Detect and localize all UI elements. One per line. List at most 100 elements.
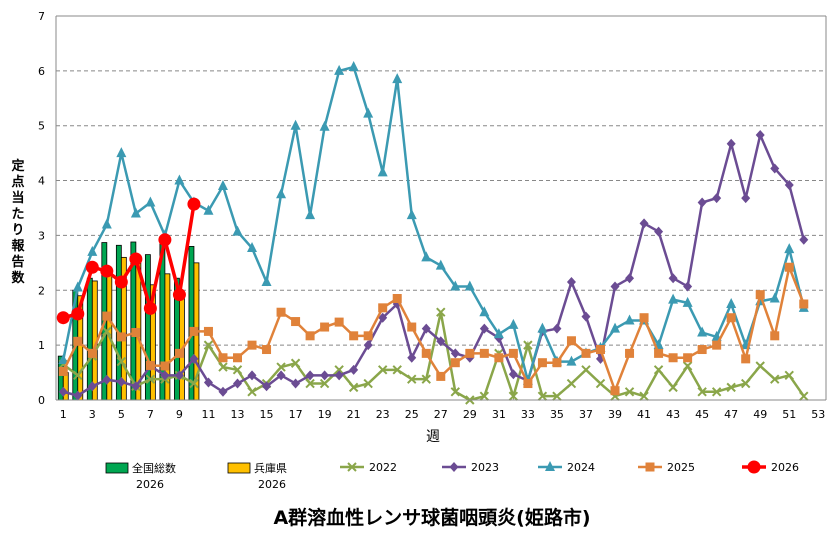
- series-2025: [58, 262, 809, 396]
- point-2022: [102, 326, 112, 337]
- series-2026: [56, 197, 201, 325]
- point-2025: [479, 348, 489, 358]
- point-2024: [537, 322, 548, 333]
- point-2022: [799, 391, 809, 401]
- x-tick-label: 9: [176, 408, 183, 421]
- point-2024: [668, 293, 679, 304]
- line-2026: [62, 203, 196, 320]
- point-2023: [683, 281, 693, 292]
- point-2022: [770, 374, 780, 384]
- point-2025: [145, 360, 155, 370]
- point-2025: [639, 313, 649, 323]
- x-tick-label: 51: [782, 408, 796, 421]
- point-2022: [552, 391, 562, 401]
- legend-label: 2024: [567, 461, 595, 474]
- point-2023: [218, 386, 228, 397]
- point-2025: [726, 313, 736, 323]
- point-2025: [291, 317, 301, 327]
- point-2022: [537, 391, 548, 401]
- x-tick-label: 11: [201, 408, 215, 421]
- y-tick-label: 3: [38, 229, 45, 242]
- point-2025: [799, 299, 809, 309]
- legend-label: 2026: [771, 461, 799, 474]
- x-tick-label: 21: [347, 408, 361, 421]
- point-2025: [73, 336, 83, 346]
- x-tick-label: 53: [811, 408, 825, 421]
- point-2025: [334, 317, 344, 327]
- point-2026: [187, 197, 201, 211]
- point-2025: [450, 358, 460, 368]
- point-2022: [668, 382, 678, 393]
- point-2024: [421, 251, 432, 262]
- point-2024: [726, 297, 737, 308]
- line-2025: [62, 262, 805, 395]
- x-tick-label: 3: [89, 408, 96, 421]
- y-tick-label: 2: [38, 284, 45, 297]
- point-2022: [624, 387, 635, 397]
- point-2022: [116, 356, 127, 367]
- x-tick-label: 29: [463, 408, 477, 421]
- point-2023: [654, 226, 664, 237]
- point-2025: [712, 340, 722, 350]
- point-2022: [450, 387, 461, 397]
- point-2023: [712, 193, 722, 204]
- point-2022: [276, 362, 286, 372]
- y-tick-label: 0: [38, 394, 45, 407]
- point-2025: [537, 358, 547, 368]
- point-2024: [101, 218, 112, 229]
- bar-national: [115, 244, 122, 401]
- point-2025: [218, 353, 228, 363]
- legend-label-year: 2026: [136, 478, 164, 491]
- point-2022: [407, 374, 417, 384]
- point-2023: [305, 370, 315, 381]
- point-2024: [363, 107, 374, 118]
- y-tick-label: 7: [38, 10, 45, 23]
- point-2023: [639, 218, 649, 229]
- y-axis-label-char: り: [11, 223, 24, 238]
- x-tick-label: 15: [260, 408, 274, 421]
- y-axis-label-char: 当: [11, 190, 24, 206]
- y-axis-label-char: 報: [11, 238, 25, 254]
- point-2025: [247, 340, 257, 350]
- point-2023: [233, 378, 242, 389]
- point-2025: [465, 348, 475, 358]
- point-2024: [145, 196, 156, 207]
- point-2023: [741, 193, 751, 204]
- point-2025: [770, 331, 780, 341]
- point-2023: [450, 348, 460, 359]
- point-2022: [189, 378, 199, 389]
- point-2025: [697, 345, 707, 355]
- point-2022: [436, 307, 446, 317]
- point-2024: [769, 292, 780, 303]
- point-2025: [741, 354, 751, 364]
- point-2022: [581, 365, 591, 375]
- point-2026: [114, 275, 128, 289]
- point-2025: [276, 307, 286, 317]
- point-2023: [189, 353, 199, 364]
- point-2022: [523, 340, 533, 350]
- point-2026: [100, 264, 114, 278]
- point-2024: [784, 243, 795, 254]
- point-2024: [392, 73, 403, 84]
- point-2023: [581, 311, 591, 322]
- point-2022: [363, 378, 373, 389]
- legend-marker: [645, 462, 655, 472]
- legend-marker: [545, 461, 555, 471]
- point-2024: [290, 119, 301, 130]
- point-2023: [770, 163, 780, 174]
- point-2024: [377, 166, 388, 177]
- point-2022: [479, 391, 490, 401]
- legend: 全国総数 2026 兵庫県 2026 2022 2023 2024 2025 2026: [105, 460, 799, 491]
- point-2023: [160, 370, 170, 381]
- legend-label: 2022: [369, 461, 397, 474]
- legend-label: 兵庫県: [254, 461, 287, 475]
- point-2023: [508, 369, 518, 380]
- point-2022: [319, 378, 330, 389]
- point-2024: [435, 259, 446, 270]
- point-2025: [305, 331, 315, 341]
- point-2024: [464, 280, 475, 291]
- point-2025: [203, 326, 213, 336]
- y-axis-label-char: 点: [11, 174, 24, 190]
